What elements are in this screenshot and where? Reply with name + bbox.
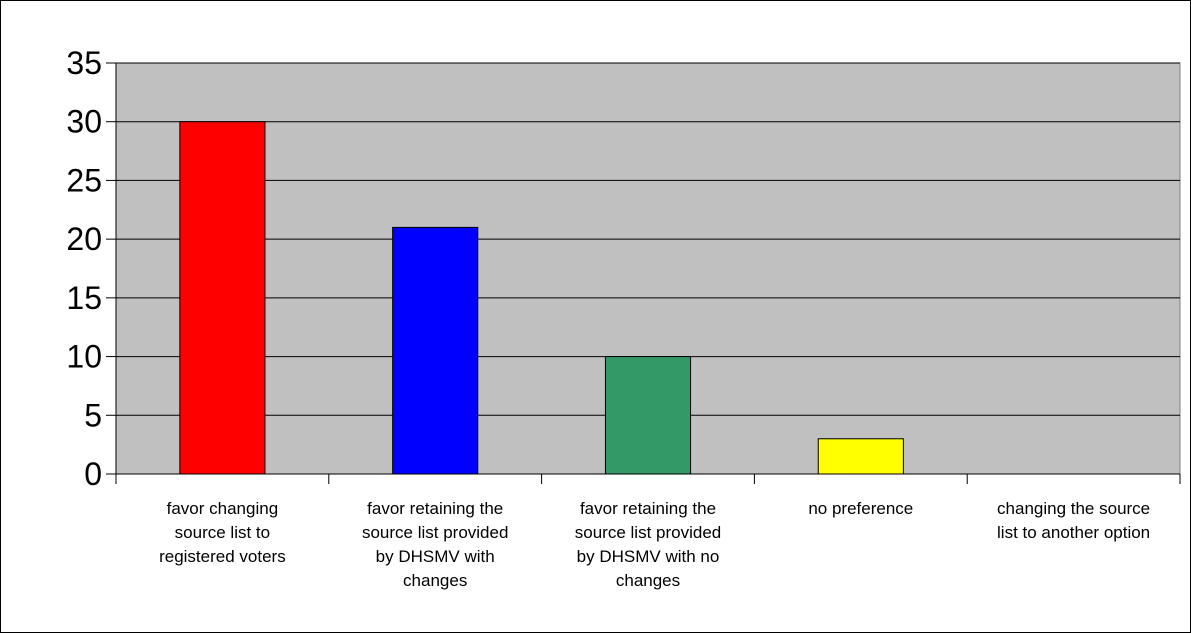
x-category-label: favor changing source list to registered v… — [159, 499, 286, 566]
x-category-labels: favor changing source list to registered v… — [159, 499, 1150, 590]
x-category-label-line: favor retaining the — [367, 499, 503, 518]
x-category-label-line: changes — [616, 571, 680, 590]
bars — [179, 121, 904, 475]
y-tick-label: 5 — [84, 397, 102, 433]
x-category-label-line: favor changing — [167, 499, 279, 518]
x-category-label-line: changing the source — [997, 499, 1150, 518]
x-category-label-line: changes — [403, 571, 467, 590]
y-tick-label: 20 — [66, 221, 102, 257]
y-tick-label: 25 — [66, 162, 102, 198]
bar — [817, 438, 904, 475]
bar — [392, 226, 479, 475]
y-tick-label: 30 — [66, 104, 102, 140]
x-category-label: favor retaining the source list provided b… — [362, 499, 508, 590]
x-category-label-line: by DHSMV with no — [577, 547, 720, 566]
x-category-label-line: source list provided — [575, 523, 721, 542]
x-category-label-line: list to another option — [997, 523, 1150, 542]
bar — [179, 121, 266, 475]
x-category-label-line: by DHSMV with — [376, 547, 495, 566]
x-category-label: no preference — [808, 499, 913, 518]
x-category-label-line: favor retaining the — [580, 499, 716, 518]
y-tick-label: 35 — [66, 45, 102, 81]
y-tick-label: 0 — [84, 456, 102, 492]
x-category-label: favor retaining the source list provided b… — [575, 499, 721, 590]
y-tick-labels: 0 5 10 15 20 25 30 35 — [66, 45, 102, 492]
y-tick-label: 15 — [66, 280, 102, 316]
x-category-label-line: source list provided — [362, 523, 508, 542]
x-category-label-line: source list to — [175, 523, 270, 542]
x-category-label: changing the source list to another optio… — [997, 499, 1150, 542]
bar — [604, 356, 692, 475]
y-tick-label: 10 — [66, 339, 102, 375]
x-category-label-line: registered voters — [159, 547, 286, 566]
x-category-label-line: no preference — [808, 499, 913, 518]
axes — [106, 62, 1181, 484]
